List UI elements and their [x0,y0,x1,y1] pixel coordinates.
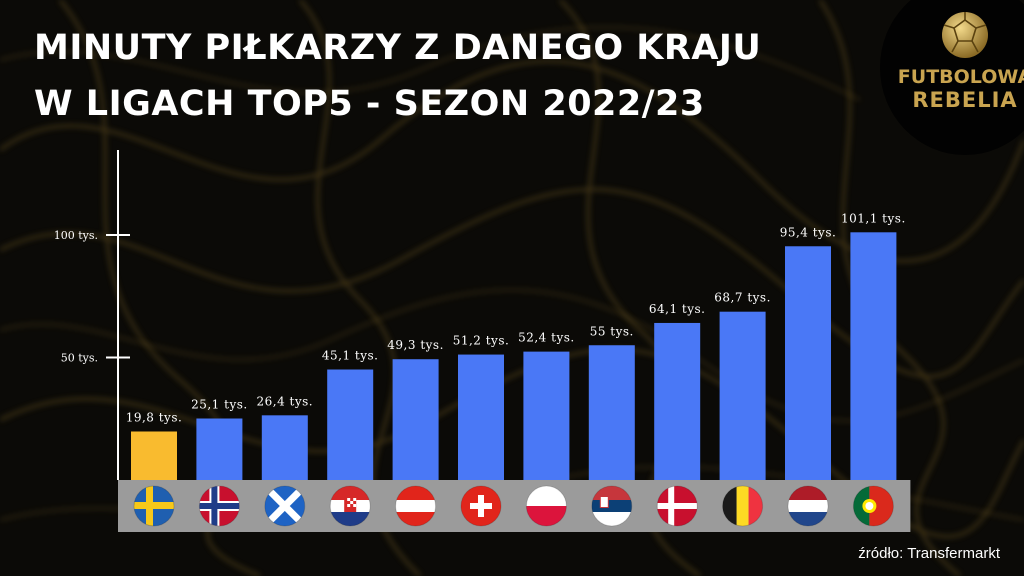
y-axis: 50 tys. 100 tys. [54,150,130,480]
value-label: 64,1 tys. [649,302,706,316]
flag-outline [329,485,371,527]
austria-flag [395,486,436,526]
bar [458,354,504,480]
chart-title-line1: MINUTY PIŁKARZY Z DANEGO KRAJU [34,28,762,68]
flag-outline [133,485,175,527]
value-label: 68,7 tys. [714,291,771,305]
value-label: 95,4 tys. [780,225,837,239]
croatia-flag [330,486,371,526]
poland-flag [526,486,567,526]
source-note: źródło: Transfermarkt [858,545,1000,562]
switzerland-flag [461,486,501,526]
flag-outline [264,485,306,527]
flag-outline [722,485,764,527]
flag-outline [591,485,633,527]
value-label: 26,4 tys. [256,394,313,408]
chart-title-line2: W LIGACH TOP5 - SEZON 2022/23 [34,84,705,124]
bar [850,232,897,480]
value-label: 25,1 tys. [191,398,248,412]
value-label: 101,1 tys. [841,211,906,225]
value-label: 51,2 tys. [453,334,510,348]
flag-outline [395,485,437,527]
value-label: 45,1 tys. [322,349,379,363]
logo-text-line2: REBELIA [912,88,1018,112]
flag-outline [198,485,240,527]
flag-strip [118,480,911,532]
ball-icon [942,12,988,58]
flag-outline [525,485,567,527]
belgium-flag [722,486,763,526]
value-label: 19,8 tys. [126,410,183,424]
norway-flag [199,486,240,526]
bar [785,246,831,480]
logo-text-line1: FUTBOLOWA [897,66,1024,88]
bar [392,359,439,480]
value-label: 49,3 tys. [387,338,444,352]
bar [719,311,766,480]
denmark-flag [657,486,698,526]
y-tick-label: 100 tys. [54,229,98,242]
value-label: 55 tys. [590,324,634,338]
sweden-flag [134,486,174,526]
netherlands-flag [788,486,828,526]
bar [196,418,243,480]
scotland-flag [264,486,305,526]
bar [261,415,308,480]
flag-outline [460,485,502,527]
bar [588,345,635,480]
bar [654,322,701,480]
bar [523,351,570,480]
serbia-flag [591,486,632,526]
bar [131,431,177,480]
flag-outline [787,485,829,527]
y-tick-label: 50 tys. [61,352,98,365]
flag-outline [852,485,894,527]
value-label: 52,4 tys. [518,331,575,345]
flag-outline [656,485,698,527]
bar [327,369,374,480]
